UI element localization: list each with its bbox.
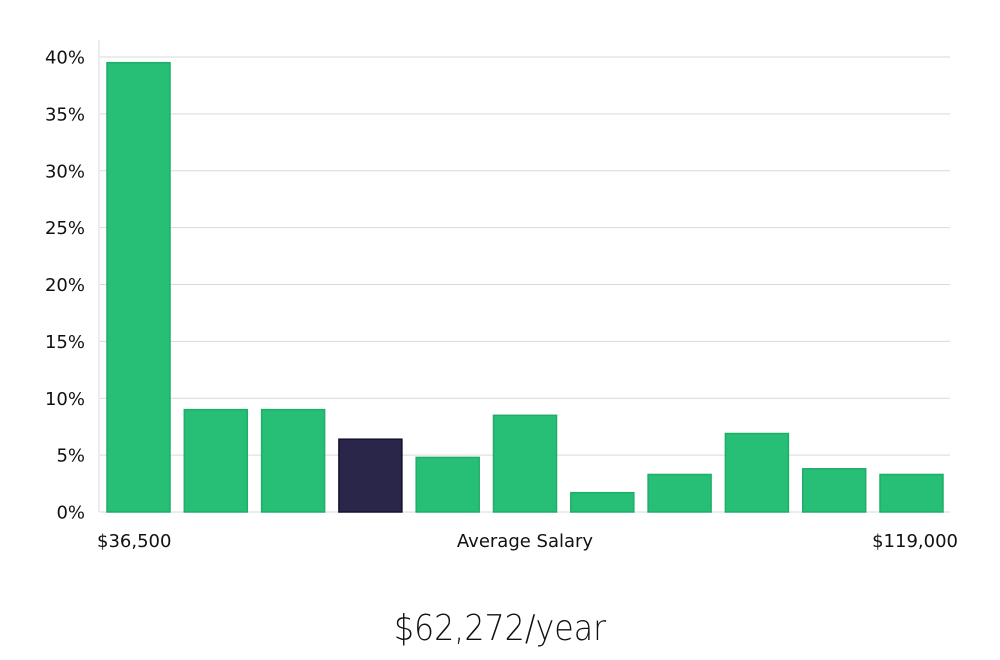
histogram-bar [724, 432, 790, 513]
y-tick-label: 10% [45, 389, 85, 410]
bars [106, 61, 944, 513]
y-axis-ticks: 0% 5% 10% 15% 20% 25% 30% 35% 40% [45, 48, 85, 524]
y-tick-label: 5% [56, 446, 85, 467]
histogram-bar [183, 408, 249, 513]
histogram-bar [647, 473, 712, 513]
salary-histogram: 0% 5% 10% 15% 20% 25% 30% 35% 40% $36,500 Averag… [45, 40, 958, 552]
histogram-bar [415, 456, 480, 513]
x-start-label: $36,500 [97, 531, 171, 552]
average-salary-value: $62,272/year [393, 608, 607, 649]
y-tick-label: 15% [45, 332, 85, 353]
y-tick-label: 0% [56, 503, 85, 524]
y-tick-label: 20% [45, 275, 85, 296]
histogram-bar [879, 473, 944, 513]
y-tick-label: 35% [45, 104, 85, 125]
histogram-bar [106, 61, 171, 513]
histogram-bar [801, 468, 867, 513]
y-tick-label: 40% [45, 48, 85, 69]
histogram-bar [260, 408, 326, 513]
histogram-bar [570, 491, 635, 513]
histogram-bar-highlighted [338, 438, 403, 513]
x-center-label: Average Salary [457, 531, 594, 552]
x-end-label: $119,000 [872, 531, 958, 552]
histogram-bar [492, 414, 558, 513]
y-tick-label: 30% [45, 161, 85, 182]
x-axis-labels: $36,500 Average Salary $119,000 [97, 531, 958, 552]
y-tick-label: 25% [45, 218, 85, 239]
